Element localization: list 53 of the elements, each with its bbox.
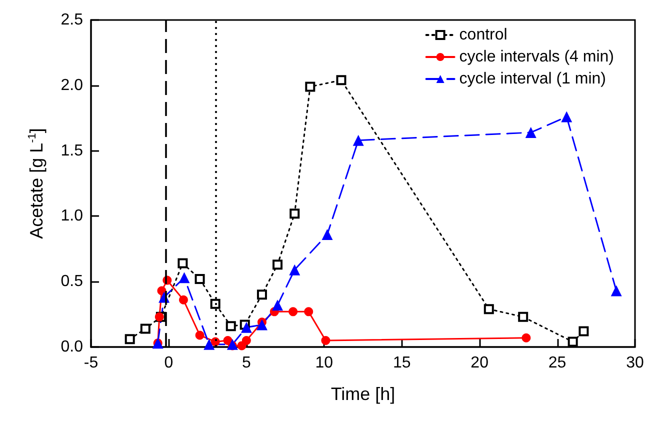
x-tick-label: 5 bbox=[242, 354, 251, 372]
y-tick-label: 1.5 bbox=[60, 142, 84, 160]
point bbox=[226, 338, 238, 350]
point bbox=[289, 264, 300, 276]
y-tick-label: 1.0 bbox=[60, 208, 84, 225]
legend-label: control bbox=[459, 26, 508, 44]
point bbox=[561, 111, 572, 122]
point bbox=[304, 307, 314, 316]
point bbox=[322, 229, 333, 240]
point bbox=[194, 274, 205, 284]
point bbox=[272, 300, 284, 311]
point bbox=[195, 330, 204, 340]
y-axis-title: Acetate [g L-1] bbox=[26, 128, 46, 239]
x-tick-label: -5 bbox=[84, 354, 98, 372]
point bbox=[204, 338, 215, 350]
point bbox=[124, 334, 135, 344]
x-axis-title: Time [h] bbox=[330, 384, 396, 404]
x-tick-label: 10 bbox=[315, 354, 334, 372]
point bbox=[226, 321, 236, 332]
x-tick-label: 15 bbox=[392, 354, 411, 372]
x-tick-label: 20 bbox=[470, 354, 489, 372]
point bbox=[178, 295, 188, 304]
legend-label: cycle interval (1 min) bbox=[459, 70, 606, 88]
legend-label: cycle intervals (4 min) bbox=[459, 48, 614, 66]
point bbox=[610, 285, 622, 296]
point bbox=[568, 336, 578, 347]
point bbox=[256, 319, 268, 330]
x-tick-label: 30 bbox=[626, 354, 644, 372]
y-tick-label: 2.5 bbox=[60, 12, 84, 28]
x-tick-label: 25 bbox=[548, 354, 566, 372]
point bbox=[336, 75, 346, 86]
point bbox=[522, 333, 531, 342]
point bbox=[140, 324, 150, 334]
point bbox=[210, 298, 220, 309]
point bbox=[288, 307, 298, 316]
point bbox=[256, 290, 267, 300]
y-tick-label: 0.0 bbox=[60, 338, 84, 356]
point bbox=[484, 304, 494, 314]
point bbox=[242, 336, 251, 345]
point bbox=[578, 326, 589, 336]
point bbox=[240, 322, 252, 333]
point bbox=[525, 126, 536, 138]
y-tick-label: 0.5 bbox=[60, 273, 84, 290]
x-tick-label: 0 bbox=[164, 354, 174, 372]
y-tick-label: 2.0 bbox=[60, 76, 84, 94]
point bbox=[305, 82, 316, 92]
point bbox=[290, 208, 300, 219]
point bbox=[272, 260, 283, 270]
point bbox=[178, 258, 188, 268]
point bbox=[178, 272, 190, 284]
point bbox=[518, 312, 528, 322]
point bbox=[352, 134, 364, 146]
point bbox=[321, 336, 330, 345]
